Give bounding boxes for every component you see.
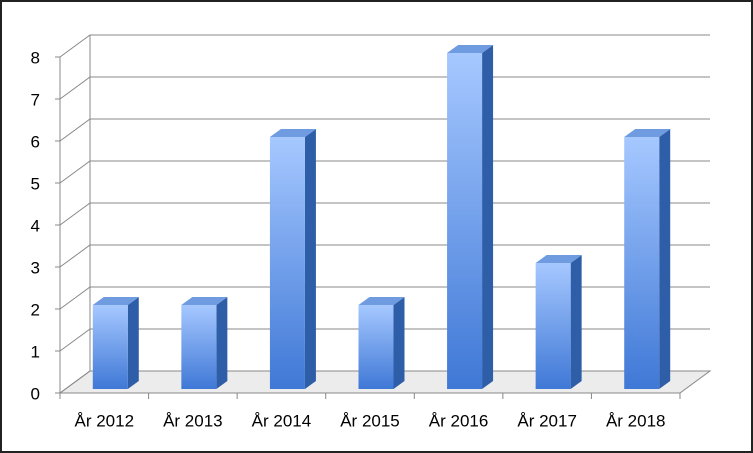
bar-top: [358, 297, 405, 305]
grid-line: [59, 370, 710, 394]
x-tick-label: År 2013: [163, 411, 223, 430]
y-tick-label: 5: [31, 174, 40, 193]
y-tick-label: 8: [31, 48, 40, 67]
bar-side: [393, 297, 405, 389]
y-tick-label: 4: [31, 216, 40, 235]
y-tick-label: 7: [31, 90, 40, 109]
bar: [181, 305, 217, 389]
bar: [535, 263, 571, 389]
bar-top: [269, 129, 316, 137]
x-tick-label: År 2014: [252, 411, 312, 430]
y-tick-label: 2: [31, 300, 40, 319]
grid-line: [59, 34, 710, 58]
bar-top: [181, 297, 228, 305]
x-tick-label: År 2012: [75, 411, 135, 430]
y-tick-label: 0: [31, 384, 40, 403]
grid-line: [59, 286, 710, 310]
grid-line: [59, 76, 710, 100]
bar-top: [535, 255, 582, 263]
y-tick-label: 6: [31, 132, 40, 151]
bar-side: [659, 129, 671, 389]
bar-top: [447, 45, 494, 53]
x-tick-label: År 2016: [429, 411, 489, 430]
bar: [269, 137, 305, 389]
x-tick-label: År 2015: [340, 411, 400, 430]
x-tick-label: År 2018: [606, 411, 666, 430]
bar: [447, 53, 483, 389]
grid-line: [59, 118, 710, 142]
y-tick-label: 1: [31, 342, 40, 361]
bar-side: [570, 255, 582, 389]
bar-side: [482, 45, 494, 389]
bar-side: [304, 129, 316, 389]
bar-top: [92, 297, 139, 305]
bar-side: [216, 297, 228, 389]
bar-side: [127, 297, 139, 389]
bar-top: [624, 129, 671, 137]
grid-line: [59, 202, 710, 226]
bar: [92, 305, 128, 389]
y-tick-label: 3: [31, 258, 40, 277]
grid-line: [59, 328, 710, 352]
bar: [358, 305, 394, 389]
grid-line: [59, 244, 710, 268]
grid-line: [59, 160, 710, 184]
bar: [624, 137, 660, 389]
x-tick-label: År 2017: [517, 411, 577, 430]
